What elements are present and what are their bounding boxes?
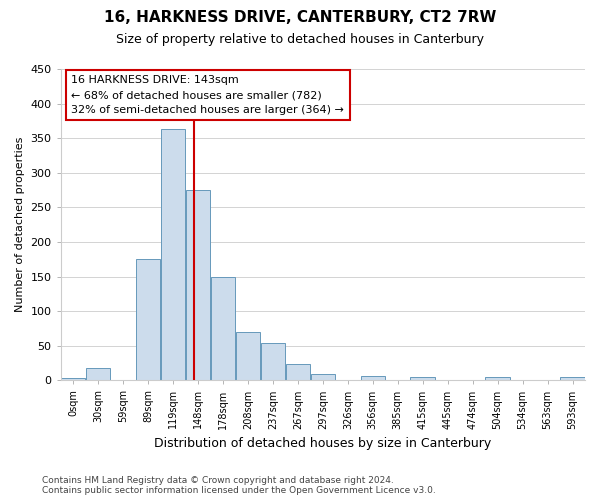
- Bar: [61, 378, 85, 380]
- Bar: [236, 332, 260, 380]
- Bar: [260, 343, 285, 380]
- Text: Size of property relative to detached houses in Canterbury: Size of property relative to detached ho…: [116, 32, 484, 46]
- Y-axis label: Number of detached properties: Number of detached properties: [15, 137, 25, 312]
- Bar: [286, 364, 310, 380]
- Bar: [560, 377, 585, 380]
- Bar: [485, 378, 510, 380]
- X-axis label: Distribution of detached houses by size in Canterbury: Distribution of detached houses by size …: [154, 437, 491, 450]
- Bar: [186, 190, 210, 380]
- Bar: [161, 129, 185, 380]
- Text: Contains HM Land Registry data © Crown copyright and database right 2024.
Contai: Contains HM Land Registry data © Crown c…: [42, 476, 436, 495]
- Bar: [136, 259, 160, 380]
- Text: 16, HARKNESS DRIVE, CANTERBURY, CT2 7RW: 16, HARKNESS DRIVE, CANTERBURY, CT2 7RW: [104, 10, 496, 25]
- Bar: [86, 368, 110, 380]
- Text: 16 HARKNESS DRIVE: 143sqm
← 68% of detached houses are smaller (782)
32% of semi: 16 HARKNESS DRIVE: 143sqm ← 68% of detac…: [71, 75, 344, 115]
- Bar: [311, 374, 335, 380]
- Bar: [361, 376, 385, 380]
- Bar: [410, 377, 435, 380]
- Bar: [211, 276, 235, 380]
